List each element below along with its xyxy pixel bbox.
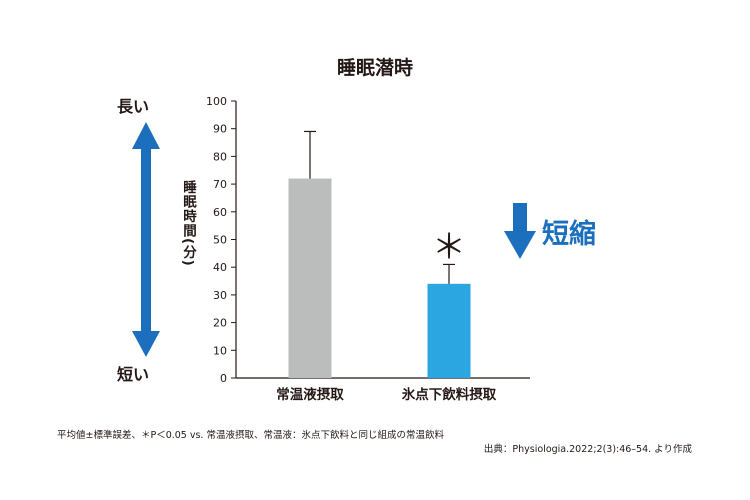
range-arrow-up-head xyxy=(132,122,160,149)
significance-marker: ＊ xyxy=(432,227,466,267)
category-label: 氷点下飲料摂取 xyxy=(402,386,497,403)
source-citation: 出典：Physiologia.2022;2(3):46–54. より作成 xyxy=(483,444,692,455)
y-tick-label: 70 xyxy=(213,178,227,191)
shorten-arrow-head xyxy=(504,231,536,259)
y-tick-label: 40 xyxy=(213,261,227,274)
bar xyxy=(427,283,471,378)
long-label: 長い xyxy=(117,97,150,116)
bar xyxy=(288,178,332,378)
y-tick-label: 0 xyxy=(220,372,227,385)
y-tick-label: 90 xyxy=(213,123,227,136)
chart-title: 睡眠潜時 xyxy=(336,57,413,79)
range-arrow-down-head xyxy=(132,331,160,357)
y-tick-label: 50 xyxy=(213,234,227,247)
short-label: 短い xyxy=(117,365,150,384)
y-tick-label: 80 xyxy=(213,150,227,163)
y-tick-label: 100 xyxy=(206,95,227,108)
footnote: 平均値±標準誤差、＊P＜0.05 vs. 常温液摂取、常温液：氷点下飲料と同じ組… xyxy=(57,430,444,441)
y-tick-label: 30 xyxy=(213,289,227,302)
shorten-label: 短縮 xyxy=(542,219,596,250)
y-tick-label: 20 xyxy=(213,317,227,330)
y-axis-label: 睡眠時間(分) xyxy=(180,180,196,267)
category-label: 常温液摂取 xyxy=(276,386,344,403)
y-tick-label: 60 xyxy=(213,206,227,219)
y-tick-label: 10 xyxy=(213,344,227,357)
range-arrow-shaft xyxy=(141,146,151,334)
shorten-arrow-shaft xyxy=(513,203,527,233)
